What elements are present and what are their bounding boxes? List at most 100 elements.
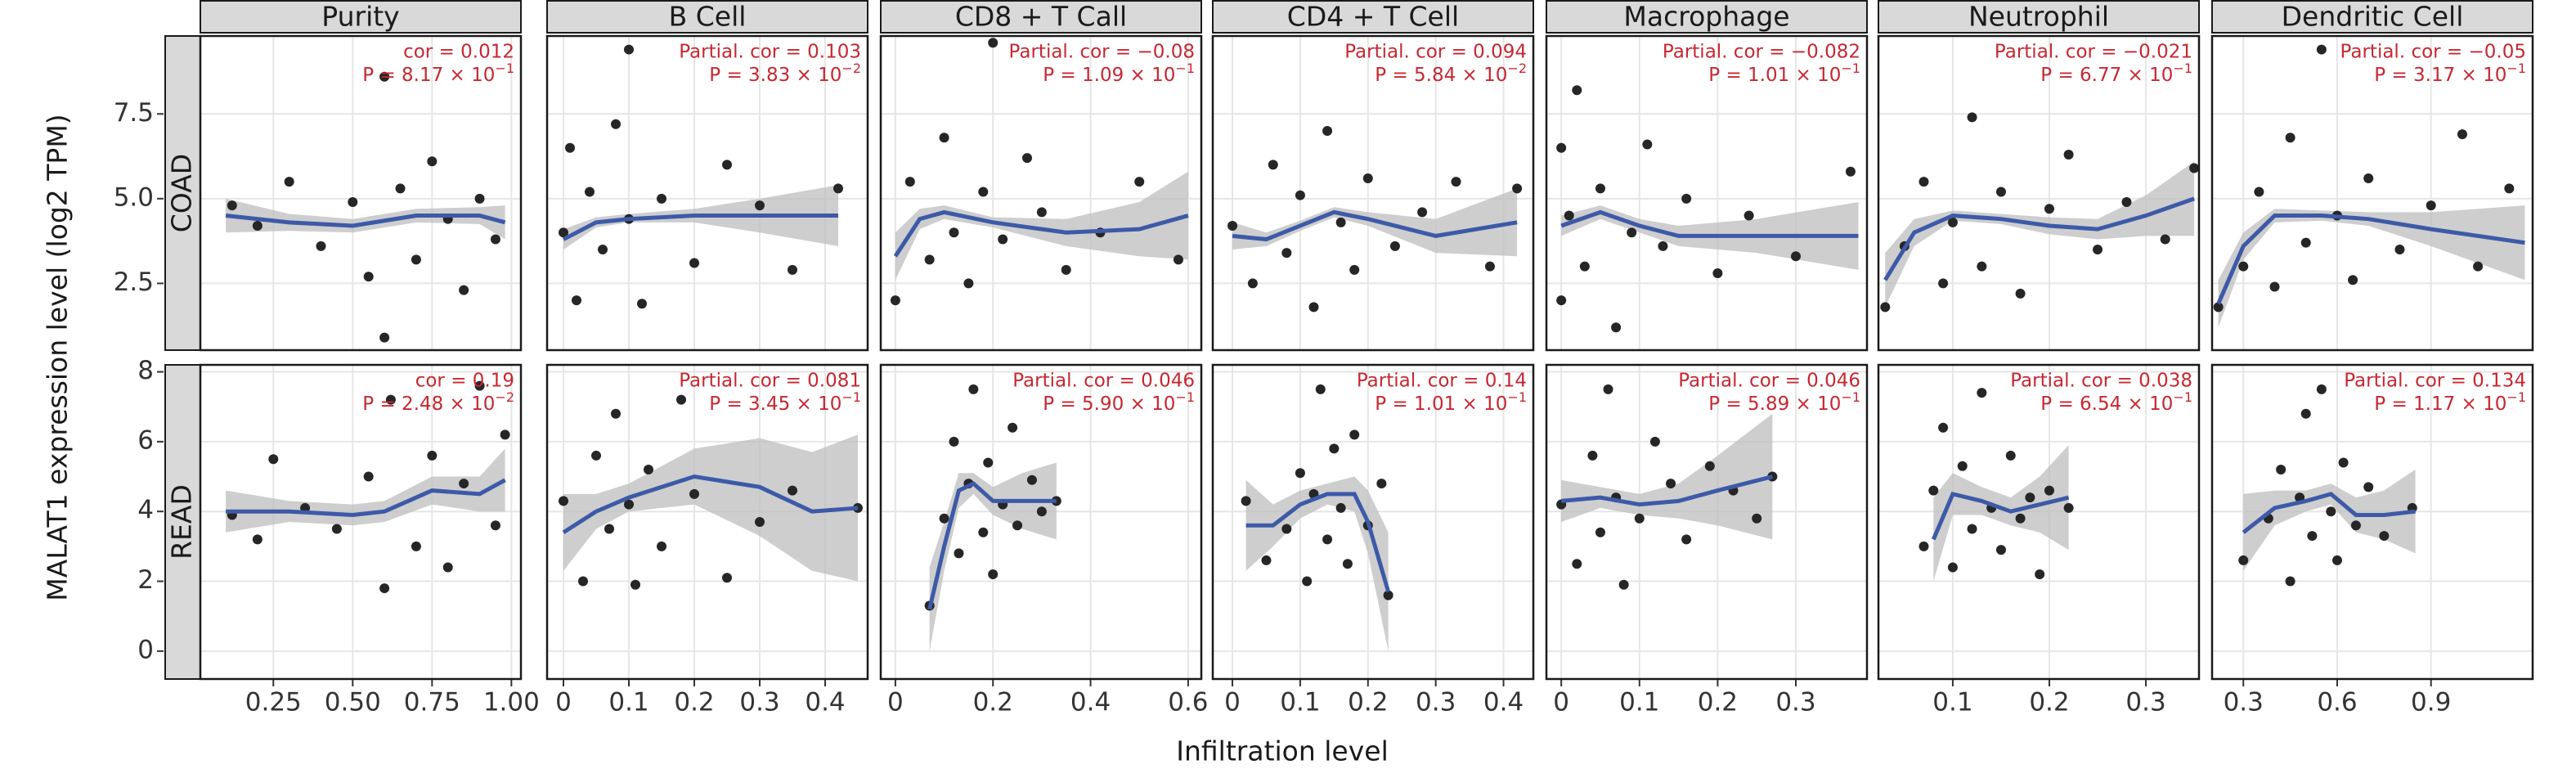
data-point (252, 534, 263, 545)
data-point (968, 384, 979, 394)
correlation-label: Partial. cor = 0.14 (1357, 371, 1527, 392)
p-value-label: P = 5.84 × 10−2 (1375, 61, 1527, 86)
data-point (442, 562, 453, 573)
data-point (689, 488, 699, 499)
correlation-label: Partial. cor = 0.046 (1012, 371, 1195, 392)
data-point (624, 499, 634, 510)
p-value-exponent: −1 (2506, 389, 2526, 405)
p-value-label: P = 1.01 × 10−1 (1708, 61, 1860, 86)
data-point (591, 450, 601, 461)
data-point (1947, 217, 1958, 227)
data-point (268, 454, 279, 465)
data-point (363, 471, 374, 482)
data-point (2213, 302, 2224, 313)
data-point (755, 200, 765, 211)
panel-plot (1546, 365, 1867, 679)
correlation-label: Partial. cor = −0.082 (1663, 42, 1860, 63)
data-point (1603, 384, 1613, 394)
panel: Partial. cor = −0.05P = 3.17 × 10−1 (2210, 34, 2534, 352)
confidence-band (2218, 205, 2525, 328)
panel-background (2212, 36, 2533, 350)
x-tick-label: 0.2 (1348, 688, 1388, 717)
data-point (1389, 241, 1400, 251)
column-strip-label: CD4 + T Cell (1287, 1, 1459, 33)
data-point (1681, 193, 1692, 204)
data-point (1012, 520, 1023, 531)
confidence-band (1885, 161, 2195, 308)
data-point (500, 429, 510, 440)
data-point (1649, 436, 1660, 447)
data-point (1329, 443, 1340, 454)
data-point (1627, 227, 1637, 238)
data-point (722, 160, 732, 170)
data-point (2504, 183, 2515, 194)
x-tick-label: 0.1 (1932, 688, 1972, 717)
data-point (1967, 524, 1977, 534)
fit-line (1560, 209, 1859, 238)
p-value-mantissa: P = 3.45 × 10 (709, 393, 841, 415)
x-tick-label: 0.4 (805, 688, 845, 717)
fit-line (1245, 492, 1391, 593)
data-point (1564, 210, 1574, 221)
x-tick-label: 0.3 (2224, 688, 2264, 717)
data-point (2300, 237, 2311, 248)
x-tick-label: 0.4 (1070, 688, 1111, 717)
p-value-mantissa: P = 6.77 × 10 (2040, 65, 2173, 86)
p-value-label: P = 3.83 × 10−2 (709, 61, 861, 86)
correlation-label: cor = 0.012 (403, 42, 514, 63)
data-point (2035, 569, 2045, 579)
data-point (1241, 496, 1251, 506)
data-point (1173, 254, 1183, 265)
panel-border (2210, 34, 2534, 352)
panel-border (545, 34, 869, 352)
panel-border (199, 363, 523, 681)
data-point (2044, 485, 2054, 496)
data-point (1977, 261, 1987, 272)
data-point (2044, 204, 2054, 214)
panel-plot (547, 36, 868, 350)
data-point (2276, 465, 2287, 474)
data-point (1484, 261, 1495, 272)
data-point (657, 541, 666, 551)
data-point (474, 193, 485, 204)
p-value-mantissa: P = 3.83 × 10 (709, 65, 841, 86)
data-point (379, 583, 390, 594)
data-point (755, 517, 765, 527)
data-point (1322, 125, 1333, 136)
data-point (227, 200, 237, 211)
data-point (1752, 513, 1762, 524)
data-point (722, 573, 732, 583)
panel-border (879, 363, 1203, 681)
column-strip-label: B Cell (669, 1, 747, 33)
data-point (1281, 248, 1292, 259)
data-point (1957, 461, 1968, 471)
data-point (998, 234, 1008, 245)
fit-line (1232, 209, 1518, 242)
correlation-label: Partial. cor = 0.046 (1678, 371, 1860, 392)
column-strip (1212, 0, 1534, 34)
data-point (1451, 177, 1461, 187)
data-point (1938, 278, 1949, 289)
data-point (1642, 139, 1653, 150)
panel-border (199, 34, 523, 352)
data-point (1595, 183, 1605, 194)
data-point (657, 193, 666, 204)
data-point (788, 485, 797, 496)
panel-plot (1878, 36, 2199, 350)
data-point (1595, 527, 1605, 537)
data-point (1919, 177, 1929, 187)
p-value-mantissa: P = 1.09 × 10 (1043, 65, 1175, 86)
data-point (1947, 562, 1958, 573)
data-point (1021, 153, 1032, 164)
p-value-exponent: −1 (2506, 61, 2526, 76)
x-tick-label: 0.2 (973, 688, 1013, 717)
data-point (1335, 502, 1346, 513)
data-point (1227, 220, 1238, 231)
data-point (385, 394, 396, 405)
data-point (1376, 479, 1387, 489)
data-point (2363, 482, 2374, 492)
data-point (2254, 187, 2264, 197)
panel-plot (1213, 36, 1533, 350)
